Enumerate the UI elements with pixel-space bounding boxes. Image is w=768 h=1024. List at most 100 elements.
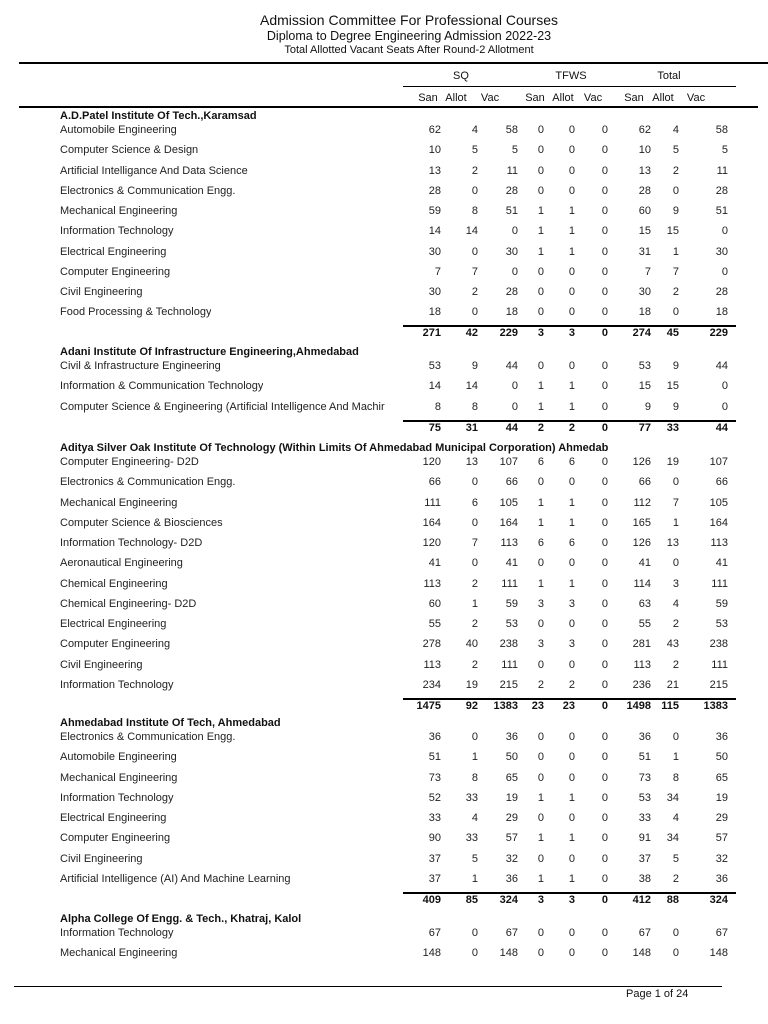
cell-value: 113 <box>423 577 441 590</box>
cell-value: 6 <box>537 537 544 549</box>
cell-value: 6 <box>568 537 575 549</box>
cell-value: 0 <box>601 597 608 610</box>
cell-value: 111 <box>501 658 518 671</box>
cell-value: 0 <box>601 476 608 489</box>
program-name: Electronics & Communication Engg. <box>60 731 236 743</box>
cell-value: 113 <box>710 537 728 549</box>
program-name: Automobile Engineering <box>60 124 177 136</box>
cell-value: 15 <box>666 380 679 393</box>
cell-value: 58 <box>715 124 728 136</box>
subcolumn-header: Allot <box>445 92 467 104</box>
cell-value: 1 <box>537 400 544 413</box>
cell-value: 63 <box>638 597 651 610</box>
program-name: Computer Science & Design <box>60 144 199 157</box>
cell-value: 234 <box>422 678 441 691</box>
cell-value: 15 <box>666 225 679 238</box>
cell-value: 2 <box>537 678 544 691</box>
cell-value: 111 <box>501 577 518 590</box>
cell-value: 1 <box>537 577 544 590</box>
program-name: Mechanical Engineering <box>60 496 178 509</box>
cell-value: 62 <box>428 124 441 136</box>
subtotal-value: 2 <box>537 421 544 434</box>
subtotal-value: 3 <box>568 893 575 906</box>
program-name: Computer Engineering <box>60 832 171 845</box>
cell-value: 58 <box>505 124 518 136</box>
group-header-tfws: TFWS <box>555 70 587 82</box>
cell-value: 28 <box>505 184 518 197</box>
cell-value: 0 <box>672 476 679 489</box>
cell-value: 36 <box>715 872 728 885</box>
cell-value: 14 <box>428 380 441 393</box>
cell-value: 1 <box>537 245 544 258</box>
program-name: Mechanical Engineering <box>60 947 178 960</box>
cell-value: 105 <box>499 496 518 509</box>
program-name: Information Technology <box>60 678 174 691</box>
cell-value: 30 <box>638 286 651 298</box>
cell-value: 0 <box>601 751 608 764</box>
page-number: Page 1 of 24 <box>626 988 689 1000</box>
subtotal-value: 88 <box>666 893 679 906</box>
cell-value: 2 <box>471 658 478 671</box>
subtotal-value: 1383 <box>703 699 728 712</box>
cell-value: 120 <box>422 537 441 549</box>
cell-value: 2 <box>471 286 478 298</box>
cell-value: 2 <box>672 872 679 885</box>
cell-value: 0 <box>471 516 478 529</box>
cell-value: 2 <box>672 618 679 630</box>
cell-value: 5 <box>721 144 728 157</box>
cell-value: 55 <box>638 618 651 630</box>
cell-value: 0 <box>471 947 478 960</box>
cell-value: 50 <box>505 751 518 764</box>
cell-value: 7 <box>471 265 478 278</box>
cell-value: 0 <box>601 678 608 691</box>
cell-value: 40 <box>465 638 478 651</box>
cell-value: 0 <box>601 380 608 393</box>
cell-value: 66 <box>715 476 728 489</box>
cell-value: 0 <box>721 265 728 278</box>
cell-value: 91 <box>638 832 651 845</box>
cell-value: 0 <box>601 872 608 885</box>
program-name: Civil Engineering <box>60 658 143 671</box>
subtotal-value: 229 <box>499 327 518 340</box>
cell-value: 0 <box>537 731 544 743</box>
cell-value: 1 <box>568 380 575 393</box>
column-header-divider <box>19 106 758 108</box>
cell-value: 0 <box>601 144 608 157</box>
cell-value: 0 <box>537 812 544 824</box>
cell-value: 30 <box>505 245 518 258</box>
cell-value: 0 <box>471 184 478 197</box>
cell-value: 0 <box>511 380 518 393</box>
cell-value: 0 <box>471 306 478 319</box>
cell-value: 19 <box>715 791 728 804</box>
cell-value: 19 <box>505 791 518 804</box>
cell-value: 0 <box>568 306 575 319</box>
cell-value: 2 <box>471 618 478 630</box>
cell-value: 148 <box>422 947 441 960</box>
cell-value: 28 <box>638 184 651 197</box>
document-caption: Total Allotted Vacant Seats After Round-… <box>284 44 534 56</box>
cell-value: 0 <box>537 360 544 372</box>
cell-value: 15 <box>638 380 651 393</box>
program-name: Aeronautical Engineering <box>60 557 183 570</box>
cell-value: 1 <box>568 245 575 258</box>
cell-value: 0 <box>672 947 679 960</box>
cell-value: 53 <box>638 791 651 804</box>
cell-value: 0 <box>601 245 608 258</box>
cell-value: 37 <box>638 852 651 865</box>
cell-value: 55 <box>428 618 441 630</box>
cell-value: 0 <box>537 852 544 865</box>
cell-value: 3 <box>672 577 679 590</box>
cell-value: 113 <box>423 658 441 671</box>
cell-value: 57 <box>715 832 728 845</box>
cell-value: 18 <box>638 306 651 319</box>
cell-value: 164 <box>422 516 441 529</box>
cell-value: 65 <box>715 771 728 784</box>
cell-value: 0 <box>672 557 679 570</box>
cell-value: 38 <box>638 872 651 885</box>
subtotal-value: 0 <box>601 893 608 906</box>
subtotal-value: 45 <box>666 327 679 340</box>
cell-value: 43 <box>666 638 679 651</box>
program-name: Computer Science & Engineering (Artifici… <box>60 400 385 413</box>
cell-value: 0 <box>568 124 575 136</box>
cell-value: 126 <box>632 456 651 468</box>
